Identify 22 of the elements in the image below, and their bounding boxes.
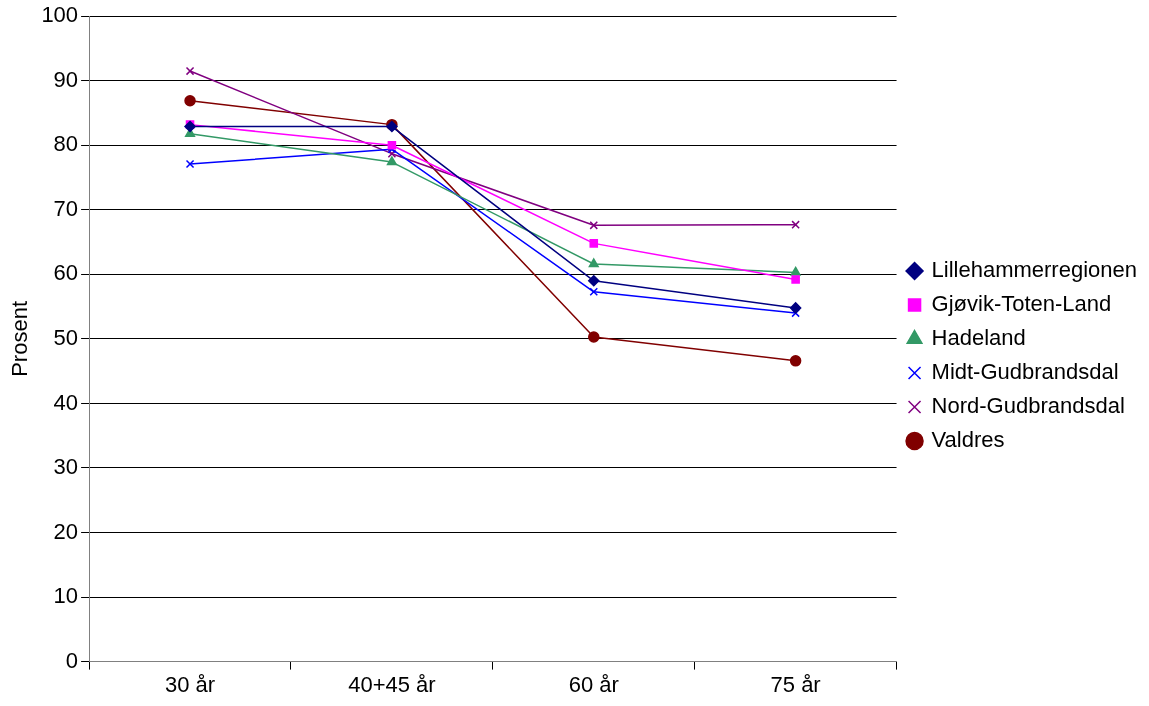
y-tick-label: 100: [41, 2, 79, 28]
x-tick-label: 75 år: [770, 671, 821, 697]
legend-label: Gjøvik-Toten-Land: [931, 291, 1112, 317]
x-tick-label: 30 år: [164, 671, 216, 697]
legend-label: Valdres: [931, 427, 1005, 453]
y-tick-label: 90: [53, 66, 79, 92]
y-tick-label: 80: [53, 131, 79, 157]
y-tick-label: 30: [53, 454, 79, 480]
legend-label: Midt-Gudbrandsdal: [931, 359, 1119, 385]
x-tick-label: 40+45 år: [348, 671, 436, 697]
x-tick-label: 60 år: [568, 671, 619, 697]
legend-label: Nord-Gudbrandsdal: [931, 393, 1125, 419]
y-tick-label: 70: [53, 195, 79, 221]
y-tick-label: 10: [53, 583, 79, 609]
y-tick-label: 0: [65, 647, 79, 673]
y-axis-title: Prosent: [7, 300, 33, 377]
y-tick-label: 40: [53, 389, 79, 415]
y-tick-label: 50: [53, 324, 79, 350]
legend-label: Hadeland: [931, 325, 1026, 351]
legend-label: Lillehammerregionen: [931, 257, 1138, 283]
y-tick-label: 20: [53, 518, 79, 544]
y-tick-label: 60: [53, 260, 79, 286]
